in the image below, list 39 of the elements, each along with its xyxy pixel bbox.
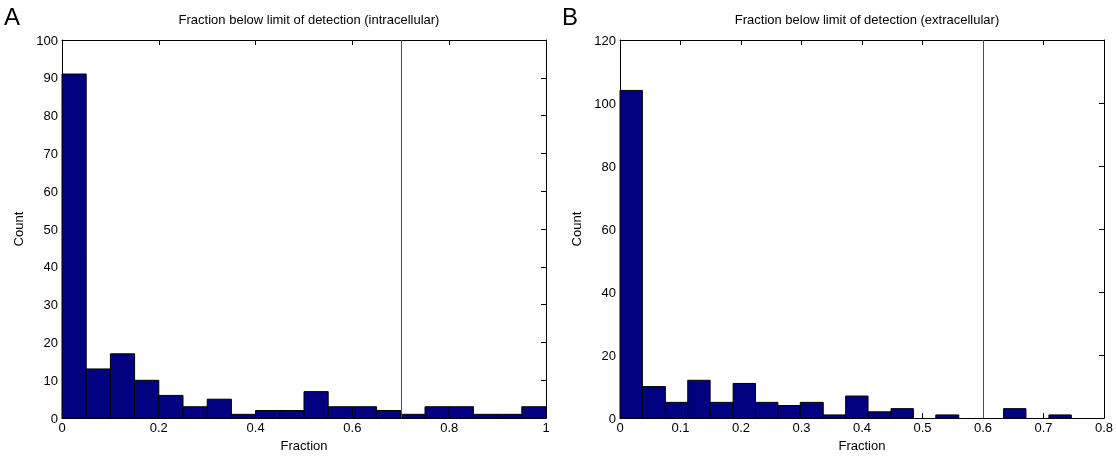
y-tick-label: 20: [601, 347, 616, 363]
x-tick-label: 0.1: [671, 420, 690, 436]
y-tick-label: 70: [43, 145, 58, 161]
y-tick-label: 30: [43, 297, 58, 313]
x-tick-label: 0.8: [1094, 420, 1113, 436]
y-tick-label: 80: [601, 158, 616, 174]
chart-title: Fraction below limit of detection (extracellular): [734, 12, 1000, 27]
x-tick-label: 0.2: [149, 420, 168, 436]
x-tick-label: 0.5: [913, 420, 932, 436]
x-tick-label: 0.3: [792, 420, 811, 436]
y-tick-label: 100: [594, 95, 616, 111]
y-tick-label: 40: [43, 259, 58, 275]
y-tick-label: 10: [43, 372, 58, 388]
x-tick-label: 0.6: [973, 420, 993, 436]
x-axis-title: Fraction: [280, 438, 328, 453]
x-tick-label: 0.7: [1034, 420, 1053, 436]
x-tick-label: 0.4: [852, 420, 872, 436]
y-tick-label: 20: [43, 334, 58, 350]
y-axis-title: Count: [11, 211, 27, 247]
y-tick-label: 60: [601, 221, 616, 237]
y-tick-label: 60: [43, 183, 58, 199]
x-tick-label: 0.4: [246, 420, 265, 436]
y-tick-label: 40: [601, 284, 616, 300]
x-tick-label: 0.8: [440, 420, 459, 436]
y-tick-label: 0: [608, 410, 616, 426]
x-tick-label: 0.6: [343, 420, 362, 436]
x-axis-title: Fraction: [838, 438, 886, 453]
y-tick-label: 50: [43, 221, 58, 237]
y-tick-label: 90: [43, 70, 58, 86]
y-tick-label: 0: [50, 410, 58, 426]
x-tick-label: 1: [542, 420, 550, 436]
text: A: [4, 2, 21, 30]
text: B: [562, 2, 579, 30]
y-tick-label: 80: [43, 108, 58, 124]
y-tick-label: 120: [594, 32, 616, 48]
x-tick-label: 0.2: [731, 420, 751, 436]
chart-title: Fraction below limit of detection (intracellular): [178, 12, 440, 27]
y-tick-label: 100: [36, 32, 58, 48]
y-axis-title: Count: [569, 211, 585, 247]
